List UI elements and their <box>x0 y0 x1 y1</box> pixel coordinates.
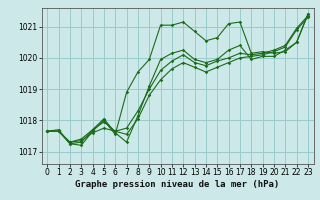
X-axis label: Graphe pression niveau de la mer (hPa): Graphe pression niveau de la mer (hPa) <box>76 180 280 189</box>
